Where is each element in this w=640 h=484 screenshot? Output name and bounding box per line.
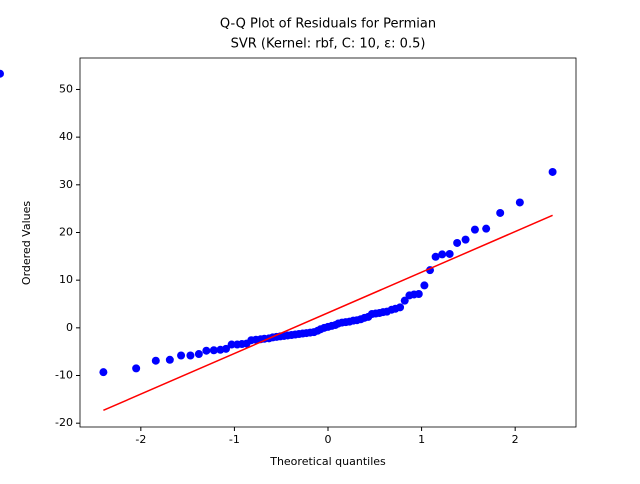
point bbox=[470, 225, 479, 234]
point bbox=[202, 346, 211, 355]
point bbox=[194, 350, 203, 359]
point bbox=[221, 344, 230, 353]
chart-title: Q-Q Plot of Residuals for Permian bbox=[220, 17, 436, 32]
point bbox=[420, 281, 429, 290]
point bbox=[548, 167, 557, 176]
y-tick-label: 40 bbox=[59, 130, 73, 143]
y-tick-label: 0 bbox=[66, 321, 73, 334]
point bbox=[482, 224, 491, 233]
point bbox=[438, 250, 447, 259]
point bbox=[165, 355, 174, 364]
y-tick-label: -20 bbox=[55, 416, 73, 429]
x-tick-label: -1 bbox=[229, 433, 240, 446]
y-tick-label: -10 bbox=[55, 369, 73, 382]
point bbox=[400, 296, 409, 305]
x-tick-label: 2 bbox=[512, 433, 519, 446]
point bbox=[99, 368, 108, 377]
y-tick-label: 10 bbox=[59, 273, 73, 286]
chart-subtitle: SVR (Kernel: rbf, C: 10, ε: 0.5) bbox=[231, 37, 426, 52]
x-tick-label: 1 bbox=[418, 433, 425, 446]
y-axis-label: Ordered Values bbox=[20, 201, 33, 285]
plot-frame bbox=[79, 57, 577, 428]
point bbox=[186, 351, 195, 360]
point bbox=[0, 69, 4, 78]
fit-line bbox=[103, 214, 553, 412]
point bbox=[227, 340, 236, 349]
point bbox=[496, 208, 505, 217]
point bbox=[453, 238, 462, 247]
point bbox=[396, 303, 405, 312]
point bbox=[414, 289, 423, 298]
point bbox=[461, 235, 470, 244]
point bbox=[177, 351, 186, 360]
point bbox=[445, 249, 454, 258]
point bbox=[209, 346, 218, 355]
point bbox=[515, 198, 524, 207]
x-axis-label: Theoretical quantiles bbox=[269, 455, 386, 468]
point bbox=[431, 252, 440, 261]
y-tick-label: 20 bbox=[59, 225, 73, 238]
y-tick-label: 50 bbox=[59, 82, 73, 95]
x-tick-label: 0 bbox=[325, 433, 332, 446]
point bbox=[151, 356, 160, 365]
x-tick-label: -2 bbox=[135, 433, 146, 446]
y-tick-label: 30 bbox=[59, 178, 73, 191]
point bbox=[132, 364, 141, 373]
